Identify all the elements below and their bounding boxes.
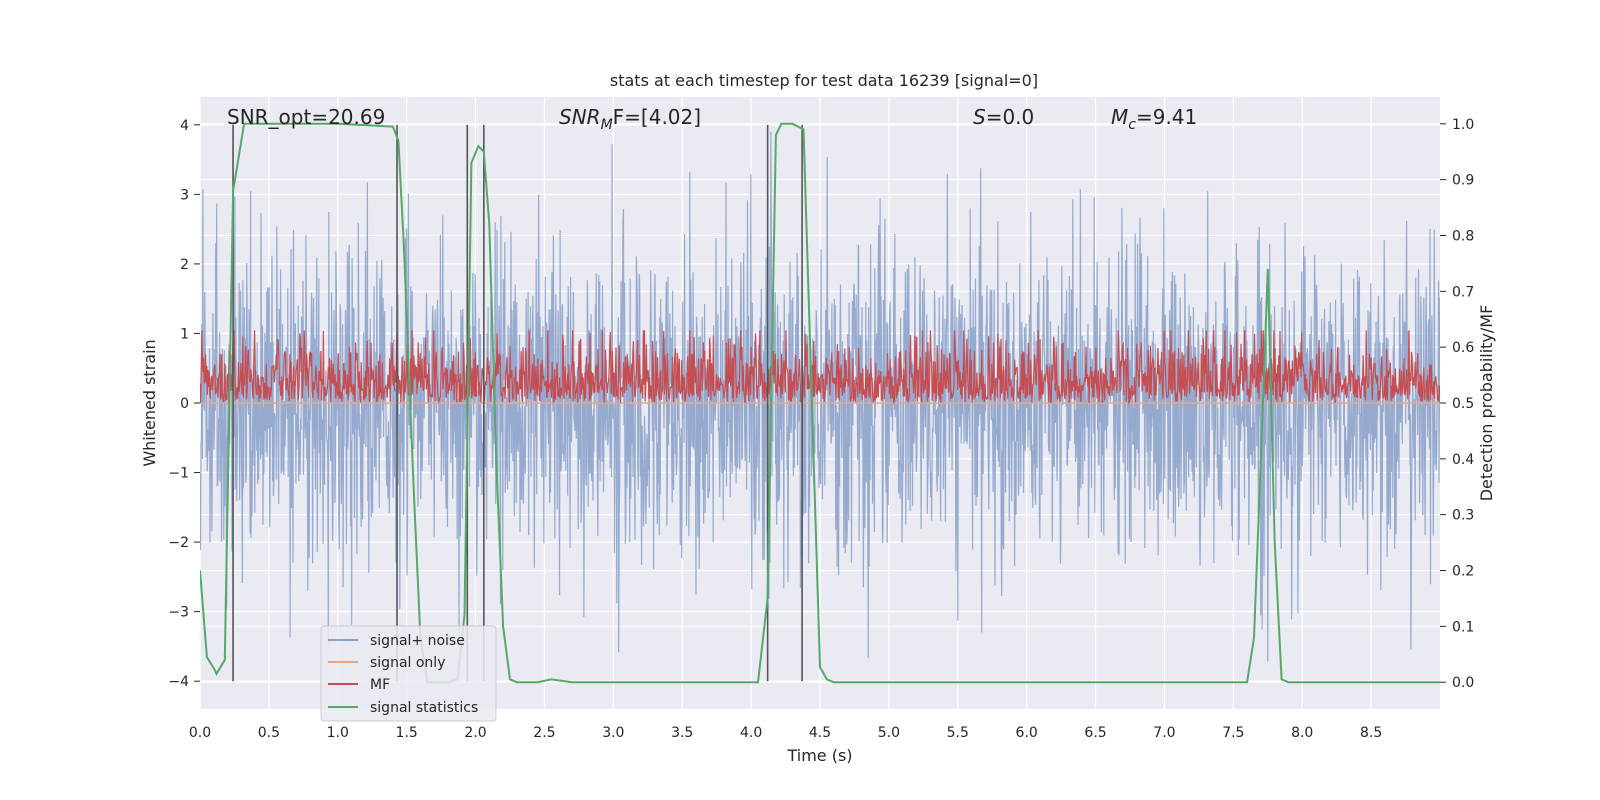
- legend-box: [320, 625, 497, 722]
- annotation-mc: Mc=9.41: [1111, 105, 1197, 133]
- x-tick-label: 1.0: [327, 725, 349, 741]
- y-right-tick-label: 0.1: [1452, 619, 1474, 635]
- s-value: =0.0: [986, 105, 1035, 129]
- annotation-snr-opt: SNR_opt=20.69: [227, 105, 385, 129]
- x-tick-label: 8.5: [1360, 725, 1382, 741]
- y-right-tick-label: 0.5: [1452, 396, 1474, 412]
- x-tick-label: 6.5: [1084, 725, 1106, 741]
- x-tick-label: 5.0: [878, 725, 900, 741]
- y-tick-label: 1: [180, 326, 189, 342]
- y-tick-label: −4: [168, 674, 189, 690]
- chart-title: stats at each timestep for test data 162…: [610, 71, 1038, 90]
- x-tick-label: 4.5: [809, 725, 831, 741]
- y-right-tick-label: 0.4: [1452, 452, 1474, 468]
- x-tick-label: 5.5: [947, 725, 969, 741]
- series-signal-statistics: [200, 122, 1440, 684]
- x-tick-label: 7.5: [1222, 725, 1244, 741]
- x-tick-label: 7.0: [1153, 725, 1175, 741]
- y-axis-ticks: −4 −3 −2 −1 0 1 2 3 4: [168, 118, 200, 690]
- series-layer: [200, 122, 1440, 684]
- y-axis-label: Whitened strain: [140, 339, 159, 466]
- y-right-tick-label: 0.9: [1452, 173, 1474, 189]
- y-right-tick-label: 0.3: [1452, 508, 1474, 524]
- y-tick-label: −3: [168, 605, 189, 621]
- annotation-snr-mf: SNRMF=[4.02]: [559, 105, 701, 133]
- y-tick-label: 2: [180, 257, 189, 273]
- y-tick-label: −2: [168, 535, 189, 551]
- x-tick-label: 4.0: [740, 725, 762, 741]
- x-tick-label: 2.0: [464, 725, 486, 741]
- mc-sub: c: [1128, 117, 1136, 133]
- y-right-axis-ticks: 0.0 0.1 0.2 0.3 0.4 0.5 0.6 0.7 0.8 0.9 1.0: [1440, 117, 1474, 691]
- y-right-tick-label: 0.0: [1452, 675, 1474, 691]
- y-right-tick-label: 1.0: [1452, 117, 1474, 133]
- y-tick-label: 4: [180, 118, 189, 134]
- y-right-tick-label: 0.8: [1452, 228, 1474, 244]
- x-tick-label: 2.5: [533, 725, 555, 741]
- y-right-tick-label: 0.7: [1452, 284, 1474, 300]
- annotation-s: S=0.0: [973, 105, 1034, 129]
- legend-label-signal-statistics: signal statistics: [370, 700, 478, 716]
- x-axis-ticks: 0.0 0.5 1.0 1.5 2.0 2.5 3.0 3.5 4.0 4.5 5.0 5.5 6.0 6…: [189, 725, 1382, 741]
- y-tick-label: −1: [168, 466, 189, 482]
- snr-mf-sub: M: [601, 117, 613, 133]
- legend-label-signal-noise: signal+ noise: [370, 633, 465, 649]
- x-tick-label: 0.0: [189, 725, 211, 741]
- x-tick-label: 8.0: [1291, 725, 1313, 741]
- snr-mf-prefix: SNR: [559, 105, 601, 129]
- legend: signal+ noise signal only MF signal stat…: [320, 625, 497, 722]
- y-tick-label: 3: [180, 187, 189, 203]
- x-tick-label: 6.0: [1016, 725, 1038, 741]
- y-right-tick-label: 0.2: [1452, 564, 1474, 580]
- x-tick-label: 3.5: [671, 725, 693, 741]
- y-right-axis-label: Detection probability/MF: [1477, 305, 1496, 502]
- snr-mf-suffix: F=[4.02]: [613, 105, 701, 129]
- mc-value: =9.41: [1136, 105, 1197, 129]
- legend-label-signal-only: signal only: [370, 655, 445, 671]
- series-mf: [200, 330, 1440, 406]
- x-axis-label: Time (s): [786, 746, 852, 765]
- mc-var: M: [1111, 105, 1128, 129]
- legend-label-mf: MF: [370, 677, 390, 693]
- y-right-tick-label: 0.6: [1452, 340, 1474, 356]
- s-var: S: [973, 105, 986, 129]
- x-tick-label: 3.0: [602, 725, 624, 741]
- y-tick-label: 0: [180, 396, 189, 412]
- x-tick-label: 0.5: [258, 725, 280, 741]
- x-tick-label: 1.5: [396, 725, 418, 741]
